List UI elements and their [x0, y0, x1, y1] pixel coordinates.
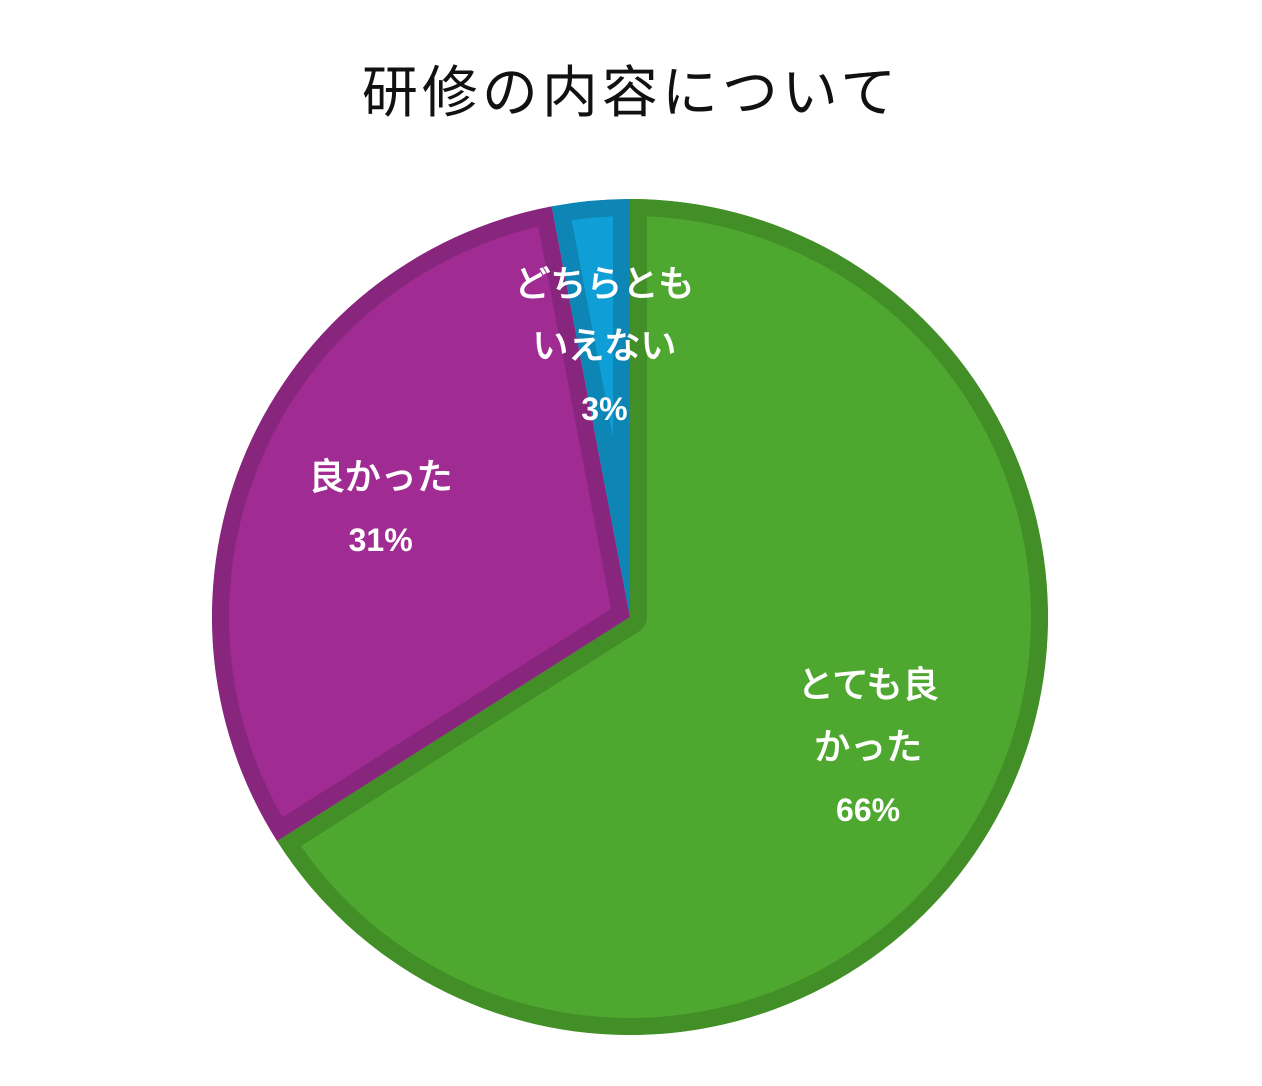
slice-label: 良かった 31% — [281, 447, 481, 571]
slice-label: どちらともいえない 3% — [499, 254, 709, 440]
pie-slice — [212, 206, 630, 841]
value-label: 66% — [836, 791, 901, 828]
slice-label: とても良かった 66% — [783, 655, 953, 841]
value-label: 31% — [348, 522, 413, 559]
value-label: 3% — [581, 390, 628, 427]
pie-slice — [277, 199, 1048, 1035]
category-label: とても良かった — [797, 664, 939, 768]
chart-title: 研修の内容について — [361, 61, 901, 126]
category-label: 良かった — [308, 457, 453, 499]
category-label: どちらともいえない — [514, 263, 695, 367]
